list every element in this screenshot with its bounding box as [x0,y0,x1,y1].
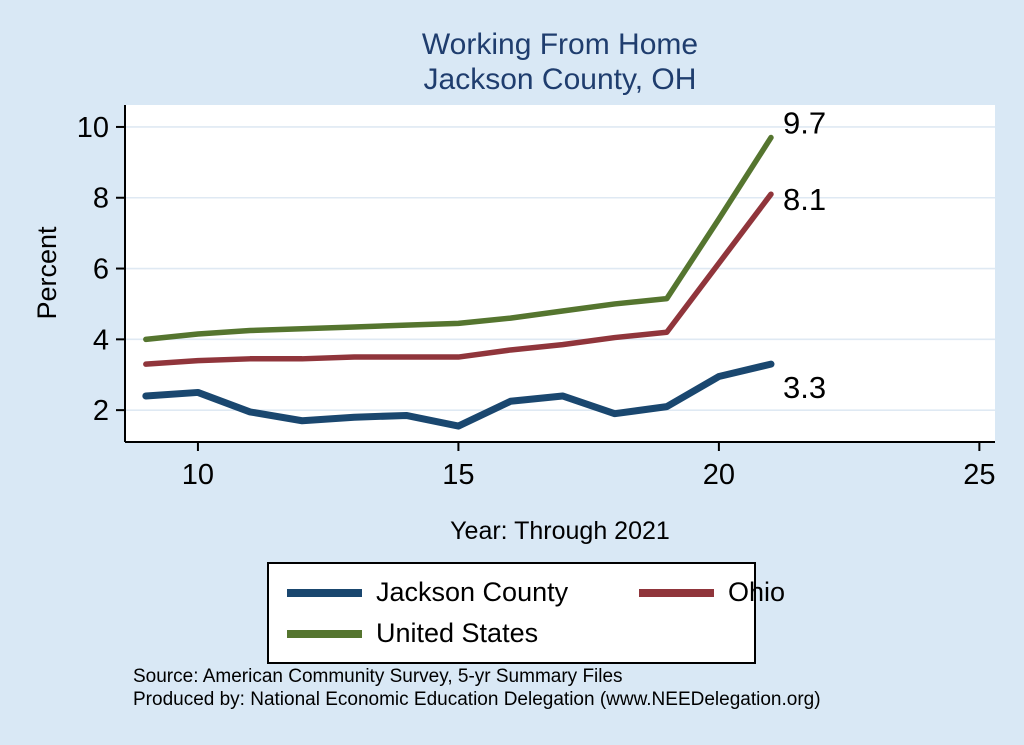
legend: Jackson County Ohio United States [267,562,785,664]
chart-subtitle: Jackson County, OH [423,63,697,96]
legend-swatch-jackson-county [287,588,362,597]
x-tick-label: 10 [182,459,214,491]
x-tick-label: 15 [442,459,474,491]
y-tick-label: 6 [93,254,109,286]
chart-title: Working From Home [421,28,699,61]
series-end-label-united-states: 9.7 [783,106,826,141]
y-tick-label: 10 [77,112,109,144]
legend-swatch-united-states [287,629,362,638]
produced-by-note: Produced by: National Economic Education… [133,689,821,710]
series-line-jackson-county [142,360,775,430]
plot-canvas: 2 4 6 8 10 10 15 20 25 3.3 8.1 9.7 [77,105,996,491]
legend-item-ohio: Ohio [639,574,785,611]
x-tick-label: 25 [963,459,995,491]
series-end-label-jackson-county: 3.3 [783,370,826,405]
series-line-united-states [143,134,774,343]
x-axis-title: Year: Through 2021 [450,517,670,545]
y-tick-label: 2 [93,395,109,427]
x-tick-label: 20 [703,459,735,491]
series-line-ohio [143,191,774,367]
series-end-label-ohio: 8.1 [783,182,826,217]
legend-item-jackson-county: Jackson County [287,574,639,611]
legend-label-ohio: Ohio [728,577,786,607]
legend-item-united-states: United States [287,615,639,652]
legend-label-jackson-county: Jackson County [376,577,569,607]
y-axis-title: Percent [32,226,62,320]
legend-label-united-states: United States [376,618,539,648]
source-note: Source: American Community Survey, 5-yr … [133,666,623,687]
legend-swatch-ohio [639,588,714,597]
plot-area [125,105,995,442]
y-tick-label: 8 [93,183,109,215]
y-tick-label: 4 [93,324,109,356]
footer-notes: Source: American Community Survey, 5-yr … [133,665,821,711]
